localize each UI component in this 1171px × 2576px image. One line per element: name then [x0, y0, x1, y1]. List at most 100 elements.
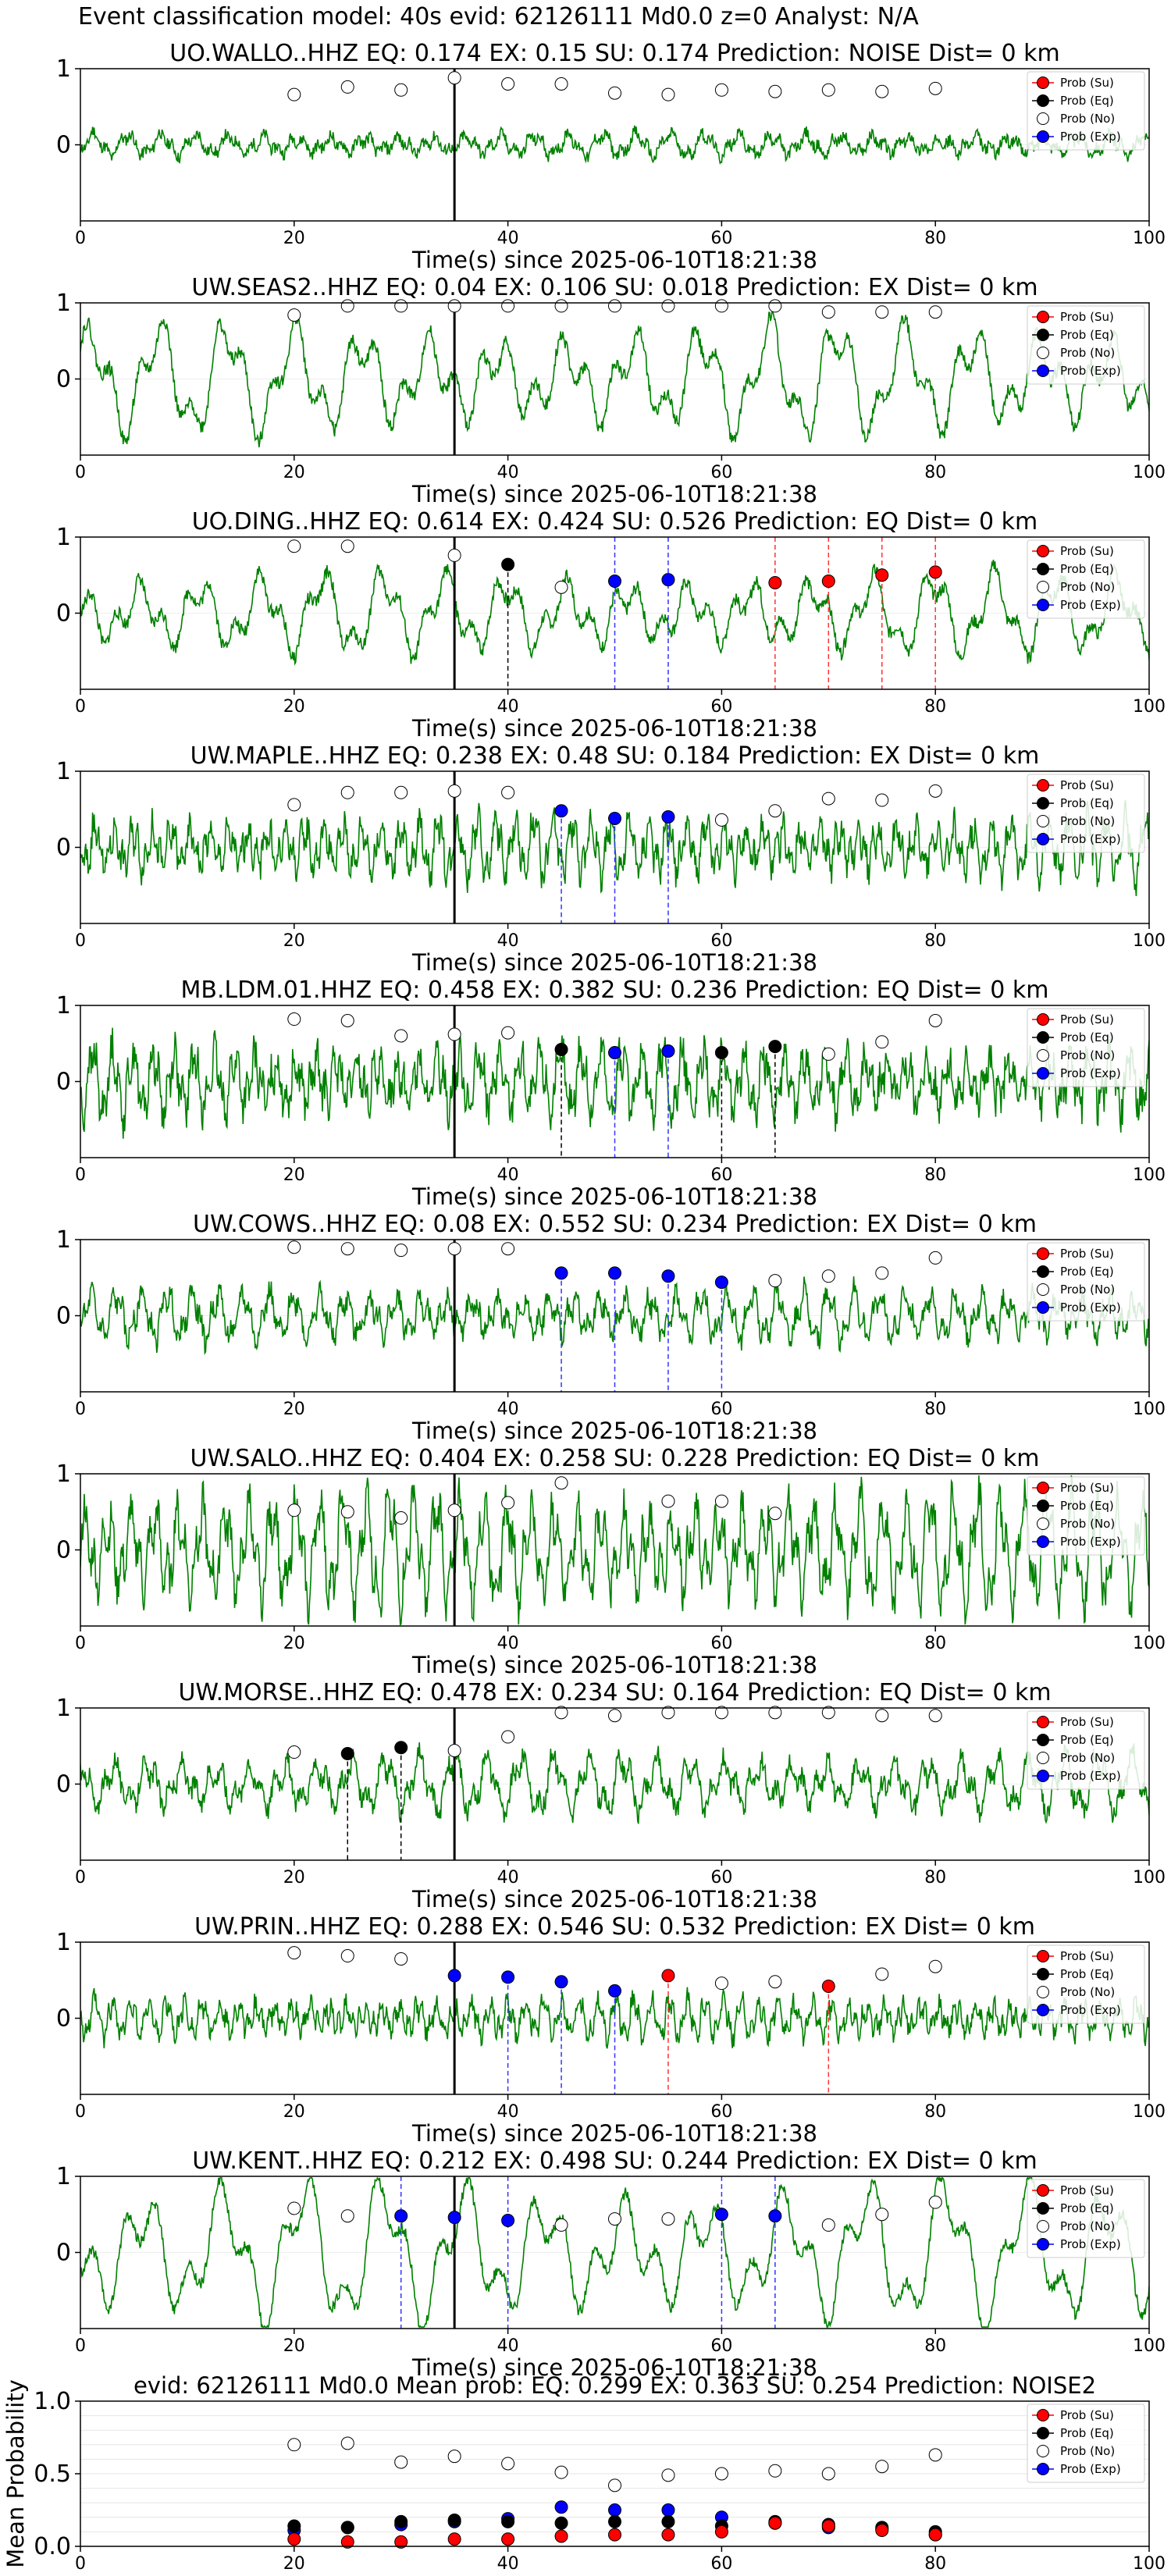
x-tick-label: 0	[75, 2102, 86, 2122]
prob-point-no	[287, 1745, 301, 1759]
legend-entry-exp: Prob (Exp)	[1032, 1535, 1121, 1549]
legend-label: Prob (Exp)	[1060, 130, 1121, 144]
mean-point-su	[501, 2532, 515, 2546]
legend-entry-exp: Prob (Exp)	[1032, 130, 1121, 144]
prob-point-no	[501, 1730, 515, 1744]
legend-marker	[1037, 2004, 1049, 2016]
legend-marker	[1037, 1482, 1049, 1494]
panel-title: UW.COWS..HHZ EQ: 0.08 EX: 0.552 SU: 0.23…	[193, 1211, 1037, 1238]
prob-point-no	[554, 580, 568, 594]
mean-point-no	[501, 2457, 515, 2471]
legend-marker	[1037, 545, 1049, 557]
legend-box	[1027, 1710, 1145, 1790]
mean-point-no	[554, 2465, 568, 2479]
legend-label: Prob (Eq)	[1060, 94, 1114, 108]
mean-point-su	[875, 2524, 889, 2538]
legend-label: Prob (Eq)	[1060, 1265, 1114, 1279]
prob-point-no	[928, 305, 942, 319]
prob-point-no	[768, 1274, 782, 1288]
y-tick-label: 0	[56, 834, 71, 862]
x-tick-label: 80	[924, 697, 946, 717]
mean-point-no	[661, 2468, 675, 2482]
y-tick-label: 1	[56, 55, 71, 83]
x-tick-label: 20	[283, 697, 305, 717]
legend-label: Prob (Su)	[1060, 778, 1114, 792]
x-tick-label: 40	[497, 2554, 519, 2574]
prob-point-no	[768, 84, 782, 98]
legend-label: Prob (No)	[1060, 1283, 1115, 1297]
y-tick-label: 1	[56, 1461, 71, 1488]
legend-entry-exp: Prob (Exp)	[1032, 1066, 1121, 1080]
prob-point-no	[875, 1035, 889, 1049]
prob-point-no	[287, 1946, 301, 1960]
legend-marker	[1037, 2220, 1049, 2233]
prob-point-no	[821, 305, 835, 319]
legend-label: Prob (Su)	[1060, 1481, 1114, 1495]
prob-point-no	[821, 2218, 835, 2232]
y-tick-label: 0	[56, 1303, 71, 1330]
x-tick-label: 40	[497, 1868, 519, 1888]
legend-label: Prob (Eq)	[1060, 562, 1114, 576]
legend-marker	[1037, 1535, 1049, 1548]
prob-point-exp	[714, 1276, 728, 1290]
legend-marker	[1037, 2184, 1049, 2197]
legend-entry-eq: Prob (Eq)	[1032, 562, 1114, 576]
prob-point-no	[501, 1496, 515, 1510]
legend-label: Prob (Eq)	[1060, 1030, 1114, 1044]
prob-point-no	[501, 1242, 515, 1256]
prob-point-exp	[714, 2208, 728, 2222]
prob-point-exp	[608, 811, 621, 825]
waveform-trace	[80, 1742, 1149, 1824]
legend-entry-exp: Prob (Exp)	[1032, 2237, 1121, 2251]
x-tick-label: 0	[75, 1634, 86, 1653]
prob-point-no	[340, 2209, 354, 2223]
waveform-trace	[80, 1475, 1149, 1626]
mean-point-eq	[501, 2514, 515, 2528]
prob-point-no	[287, 798, 301, 812]
mean-point-eq	[340, 2521, 354, 2535]
x-tick-label: 0	[75, 2336, 86, 2356]
mean-point-no	[287, 2438, 301, 2452]
mean-point-exp	[661, 2503, 675, 2517]
prob-point-exp	[447, 2211, 461, 2225]
prob-point-su	[821, 575, 835, 589]
mean-point-eq	[661, 2514, 675, 2528]
legend-marker	[1037, 94, 1049, 107]
prob-point-no	[608, 2212, 621, 2226]
x-tick-label: 0	[75, 463, 86, 482]
legend-marker	[1037, 347, 1049, 359]
x-tick-label: 100	[1133, 463, 1166, 482]
panel-title: MB.LDM.01.HHZ EQ: 0.458 EX: 0.382 SU: 0.…	[181, 977, 1049, 1004]
x-tick-label: 0	[75, 1165, 86, 1185]
x-tick-label: 40	[497, 1400, 519, 1419]
x-axis-label: Time(s) since 2025-06-10T18:21:38	[411, 1652, 817, 1678]
prob-point-no	[768, 1975, 782, 1989]
legend-entry-no: Prob (No)	[1037, 1751, 1115, 1765]
prob-point-no	[340, 539, 354, 553]
legend-marker	[1037, 581, 1049, 593]
prob-point-exp	[661, 810, 675, 824]
legend-label: Prob (Exp)	[1060, 832, 1121, 846]
prob-point-no	[501, 1026, 515, 1040]
x-axis-label: Time(s) since 2025-06-10T18:21:38	[411, 715, 817, 742]
prob-point-no	[608, 86, 621, 100]
panel-9: UW.KENT..HHZ EQ: 0.212 EX: 0.498 SU: 0.2…	[56, 2147, 1166, 2381]
x-tick-label: 80	[924, 2336, 946, 2356]
prob-point-exp	[608, 1984, 621, 1998]
legend-label: Prob (No)	[1060, 112, 1115, 126]
legend-label: Prob (Exp)	[1060, 2462, 1121, 2476]
legend-label: Prob (Eq)	[1060, 2426, 1114, 2440]
legend-marker	[1037, 1031, 1049, 1044]
prob-point-no	[768, 299, 782, 313]
panel-title: UW.KENT..HHZ EQ: 0.212 EX: 0.498 SU: 0.2…	[192, 2147, 1038, 2175]
y-tick-label: 0	[56, 1771, 71, 1799]
x-tick-label: 40	[497, 1634, 519, 1653]
legend-marker	[1037, 563, 1049, 575]
prob-point-no	[501, 77, 515, 91]
prob-point-no	[554, 1476, 568, 1490]
legend-label: Prob (No)	[1060, 1517, 1115, 1531]
legend-entry-su: Prob (Su)	[1032, 76, 1114, 90]
prob-point-no	[661, 87, 675, 101]
y-tick-label: 1	[56, 290, 71, 317]
legend-entry-eq: Prob (Eq)	[1032, 1030, 1114, 1044]
